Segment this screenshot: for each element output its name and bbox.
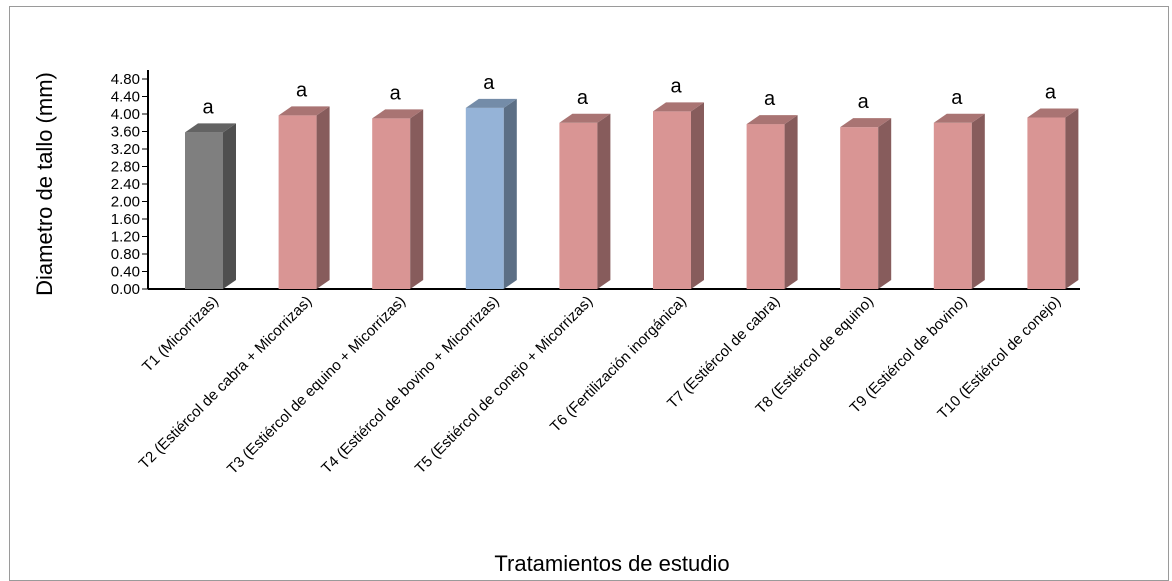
x-category-label: T2 (Estiércol de cabra + Micorrizas) bbox=[136, 293, 316, 473]
bar-side bbox=[223, 123, 236, 289]
bar-side bbox=[784, 115, 798, 289]
y-tick-label: 4.80 bbox=[111, 71, 140, 88]
bar-significance-label: a bbox=[483, 72, 495, 94]
bar-front bbox=[559, 122, 598, 289]
bar-significance-label: a bbox=[764, 88, 776, 110]
y-axis-title: Diametro de tallo (mm) bbox=[32, 72, 57, 296]
y-tick-label: 2.00 bbox=[111, 194, 140, 211]
bar-front bbox=[278, 115, 317, 289]
bar-significance-label: a bbox=[296, 79, 308, 101]
x-axis-title: Tratamientos de estudio bbox=[494, 551, 729, 576]
x-category-label: T1 (Micorrizas) bbox=[139, 293, 222, 376]
bar-side bbox=[691, 102, 704, 289]
bar-top bbox=[465, 98, 517, 108]
bar-top bbox=[372, 109, 424, 119]
y-tick-label: 2.80 bbox=[111, 159, 140, 176]
y-axis-ticks: 0.000.400.801.201.602.002.402.803.203.60… bbox=[111, 71, 148, 298]
bar-front bbox=[372, 118, 411, 289]
bar-top bbox=[653, 102, 704, 112]
y-tick-label: 0.00 bbox=[111, 281, 140, 298]
bar-significance-label: a bbox=[390, 82, 402, 104]
significance-labels: a a a a a a a a a a bbox=[202, 72, 1056, 119]
bar-top bbox=[1027, 108, 1079, 118]
bar-front bbox=[933, 122, 972, 289]
bar-top bbox=[840, 118, 892, 128]
y-tick-label: 1.60 bbox=[111, 211, 140, 228]
y-tick-label: 0.80 bbox=[111, 246, 140, 263]
bar-side bbox=[971, 113, 985, 289]
bar-significance-label: a bbox=[951, 87, 963, 109]
bar-significance-label: a bbox=[577, 87, 589, 109]
bar-top bbox=[933, 113, 985, 123]
x-category-label: T3 (Estiércol de equino + Micorrizas) bbox=[224, 293, 409, 478]
bar-series bbox=[185, 98, 1079, 289]
y-tick-label: 0.40 bbox=[111, 264, 140, 281]
bar-significance-label: a bbox=[202, 96, 214, 118]
bar-significance-label: a bbox=[670, 75, 682, 97]
bar-top bbox=[559, 113, 611, 123]
bar-front bbox=[746, 124, 785, 289]
y-tick-label: 4.40 bbox=[111, 89, 140, 106]
y-tick-label: 3.60 bbox=[111, 124, 140, 141]
bar-side bbox=[503, 98, 517, 289]
bar-top bbox=[746, 115, 798, 125]
y-tick-label: 1.20 bbox=[111, 229, 140, 246]
bar-front bbox=[840, 127, 879, 289]
bar-front bbox=[465, 107, 504, 289]
bar-top bbox=[278, 106, 330, 116]
x-category-label: T4 (Estiércol de bovino + Micorrizas) bbox=[318, 293, 502, 477]
bar-side bbox=[410, 109, 424, 289]
bar-front bbox=[653, 111, 691, 289]
y-tick-label: 4.00 bbox=[111, 106, 140, 123]
bar-side bbox=[597, 113, 611, 289]
bar-significance-label: a bbox=[1045, 82, 1057, 104]
bar-side bbox=[1065, 108, 1079, 289]
bar-side bbox=[878, 118, 892, 289]
bar-top bbox=[185, 123, 236, 133]
category-labels: T1 (Micorrizas)T2 (Estiércol de cabra + … bbox=[136, 293, 1065, 478]
bar-front bbox=[185, 132, 223, 289]
x-category-label: T5 (Estiércol de conejo + Micorrizas) bbox=[412, 293, 596, 477]
y-tick-label: 3.20 bbox=[111, 141, 140, 158]
y-tick-label: 2.40 bbox=[111, 176, 140, 193]
bar-side bbox=[316, 106, 330, 289]
bar-front bbox=[1027, 117, 1066, 289]
bar-significance-label: a bbox=[858, 91, 870, 113]
